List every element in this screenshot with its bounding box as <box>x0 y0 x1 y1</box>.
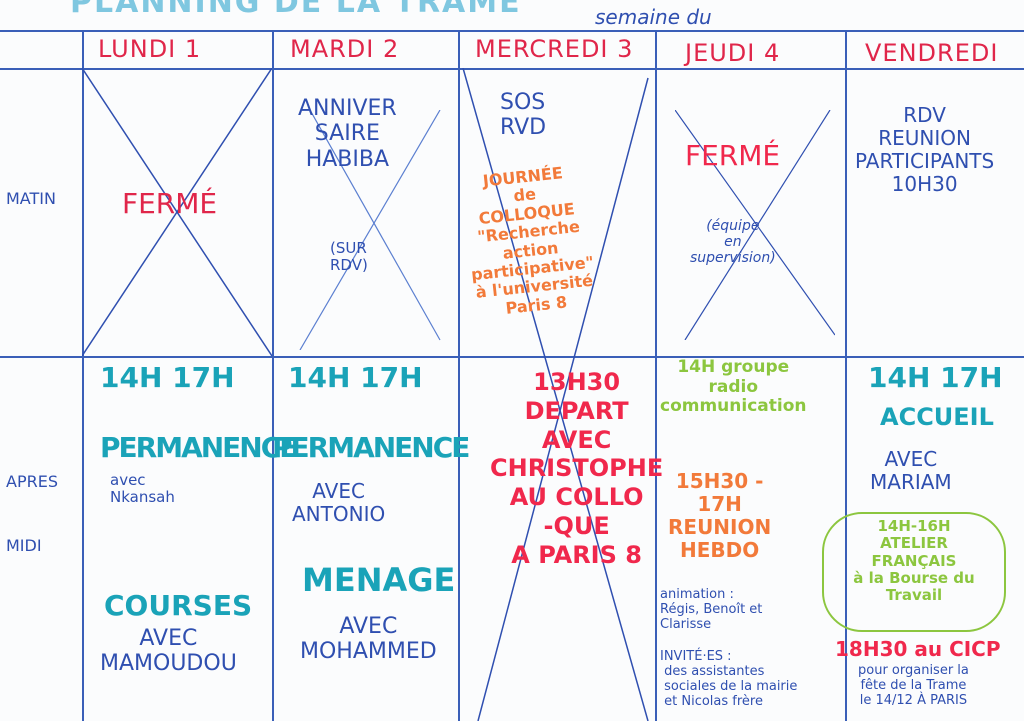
mardi-time: 14H 17H <box>288 361 423 394</box>
vendredi-matin-event: RDV REUNION PARTICIPANTS 10H30 <box>855 103 995 196</box>
jeudi-matin-ferme: FERMÉ <box>685 139 781 172</box>
grid-line <box>0 356 1024 358</box>
jeudi-radio: 14H groupe radio communication <box>660 357 807 417</box>
day-header-vendredi: VENDREDI <box>865 39 999 67</box>
cross-out-mark <box>299 110 441 350</box>
lundi-time: 14H 17H <box>100 361 235 394</box>
jeudi-matin-note: (équipe en supervision) <box>690 218 776 267</box>
jeudi-reunion-note: animation : Régis, Benoît et Clarisse <box>660 587 763 632</box>
lundi-courses-note: AVEC MAMOUDOU <box>100 626 237 677</box>
day-header-jeudi: JEUDI 4 <box>685 39 781 67</box>
day-header-mardi: MARDI 2 <box>290 35 400 63</box>
jeudi-invites: INVITÉ·ES : des assistantes sociales de … <box>660 649 798 709</box>
cross-out-mark <box>462 68 649 721</box>
mardi-matin-note: (SUR RDV) <box>330 239 368 275</box>
row-label-matin: MATIN <box>6 189 56 208</box>
cross-out-mark <box>675 110 835 340</box>
lundi-matin-ferme: FERMÉ <box>122 187 218 220</box>
mardi-menage: MENAGE <box>302 561 456 599</box>
lundi-permanence: PERMANENCE <box>100 431 298 464</box>
mardi-matin-event: ANNIVER SAIRE HABIBA <box>298 96 397 172</box>
row-label-apres-midi: APRES MIDI <box>6 472 58 555</box>
mardi-permanence: PERMANENCE <box>272 431 470 464</box>
grid-line <box>272 30 274 721</box>
grid-line <box>845 30 847 721</box>
vendredi-accueil: ACCUEIL <box>880 403 994 431</box>
day-header-lundi: LUNDI 1 <box>98 35 202 63</box>
mardi-menage-note: AVEC MOHAMMED <box>300 614 437 665</box>
vendredi-time: 14H 17H <box>868 361 1003 394</box>
vendredi-atelier: 14H-16H ATELIER FRANÇAIS à la Bourse du … <box>822 512 1006 632</box>
mercredi-apres-midi-event: 13H30 DEPART AVEC CHRISTOPHE AU COLLO -Q… <box>490 368 664 569</box>
vendredi-cicp: 18H30 au CICP <box>835 637 1001 661</box>
lundi-permanence-note: avec Nkansah <box>110 471 175 507</box>
week-label: semaine du <box>595 5 712 29</box>
grid-line <box>0 68 1024 70</box>
mardi-permanence-note: AVEC ANTONIO <box>292 479 386 526</box>
grid-line <box>0 30 1024 32</box>
day-header-mercredi: MERCREDI 3 <box>475 35 634 63</box>
mercredi-matin-text: SOS RVD <box>500 90 547 141</box>
grid-line <box>655 30 657 721</box>
jeudi-reunion: 15H30 - 17H REUNION HEBDO <box>668 469 772 562</box>
page-title: PLANNING DE LA TRAME <box>70 0 522 20</box>
vendredi-accueil-note: AVEC MARIAM <box>870 447 952 494</box>
mercredi-matin-event: JOURNÉE de COLLOQUE "Recherche action pa… <box>470 163 595 318</box>
lundi-courses: COURSES <box>104 589 253 622</box>
grid-line <box>458 30 460 721</box>
cross-out-mark <box>82 68 272 356</box>
grid-line <box>82 30 84 721</box>
vendredi-cicp-note: pour organiser la fête de la Trame le 14… <box>858 663 969 708</box>
